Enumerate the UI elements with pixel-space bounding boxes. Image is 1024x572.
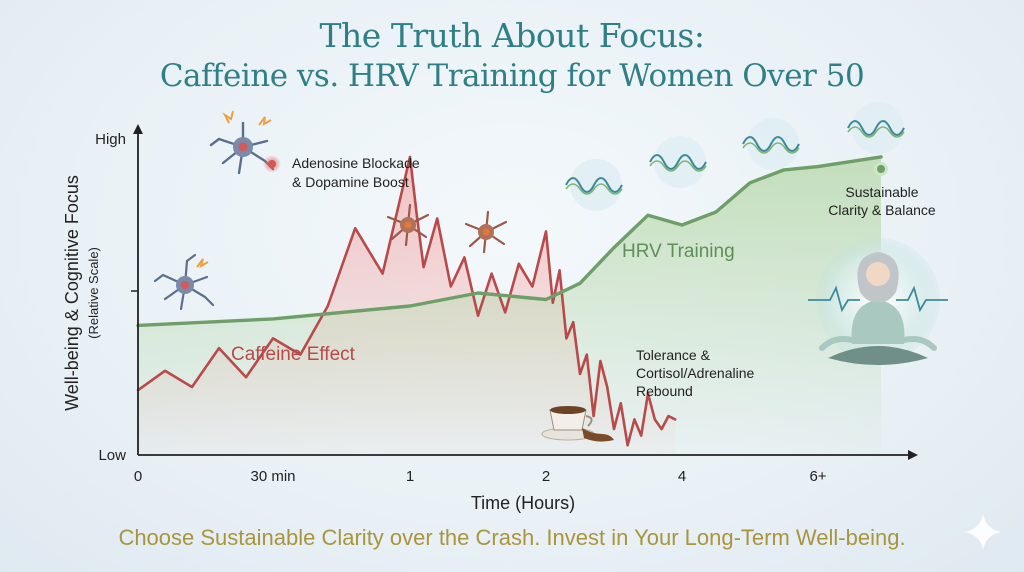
annotation-adenosine-2: & Dopamine Boost bbox=[292, 174, 409, 190]
x-tick-30min: 30 min bbox=[250, 468, 295, 485]
y-axis-sublabel: (Relative Scale) bbox=[86, 247, 101, 339]
series-label-hrv: HRV Training bbox=[622, 241, 735, 262]
series-line-0 bbox=[136, 155, 677, 447]
x-tick-2: 2 bbox=[542, 468, 550, 485]
caffeine-peak-dot-core bbox=[268, 160, 276, 168]
y-tick-high: High bbox=[95, 131, 126, 148]
wave-icon bbox=[565, 159, 623, 211]
y-tick-low: Low bbox=[98, 447, 126, 464]
neuron-icon bbox=[153, 253, 215, 311]
neuron-icon bbox=[209, 110, 275, 175]
footer-message: Choose Sustainable Clarity over the Cras… bbox=[118, 525, 906, 550]
x-tick-4: 4 bbox=[678, 468, 686, 485]
x-axis-label: Time (Hours) bbox=[471, 493, 575, 513]
neuron-icon bbox=[386, 203, 430, 247]
annotation-tolerance-1: Tolerance & bbox=[636, 347, 711, 363]
meditating-woman-icon bbox=[808, 238, 948, 365]
annotation-tolerance-3: Rebound bbox=[636, 383, 693, 399]
x-tick-1: 1 bbox=[406, 468, 414, 485]
y-axis-label: Well-being & Cognitive Focus bbox=[62, 175, 82, 411]
wave-icon bbox=[742, 118, 800, 170]
annotation-tolerance-2: Cortisol/Adrenaline bbox=[636, 365, 754, 381]
annotation-adenosine-1: Adenosine Blockade bbox=[292, 155, 420, 171]
wave-icon bbox=[847, 102, 905, 154]
spilled-coffee-cup-icon bbox=[541, 406, 614, 442]
x-tick-6plus: 6+ bbox=[809, 468, 826, 485]
x-ticks: 0 30 min 1 2 4 6+ bbox=[134, 468, 827, 485]
annotation-sustainable-2: Clarity & Balance bbox=[828, 202, 936, 218]
x-tick-0: 0 bbox=[134, 468, 142, 485]
annotation-sustainable-1: Sustainable bbox=[845, 184, 918, 200]
wave-icon bbox=[649, 136, 707, 188]
chart-title-line2: Caffeine vs. HRV Training for Women Over… bbox=[159, 58, 865, 94]
series-area-1 bbox=[138, 156, 881, 455]
hrv-end-dot-core bbox=[877, 165, 885, 173]
chart-title-line1: The Truth About Focus: bbox=[319, 16, 705, 55]
y-axis bbox=[131, 124, 143, 455]
neuron-icon bbox=[464, 210, 508, 254]
x-axis bbox=[138, 450, 918, 460]
sparkle-icon bbox=[965, 514, 1001, 550]
series-line-1 bbox=[136, 155, 883, 328]
series-label-caffeine: Caffeine Effect bbox=[231, 344, 356, 365]
